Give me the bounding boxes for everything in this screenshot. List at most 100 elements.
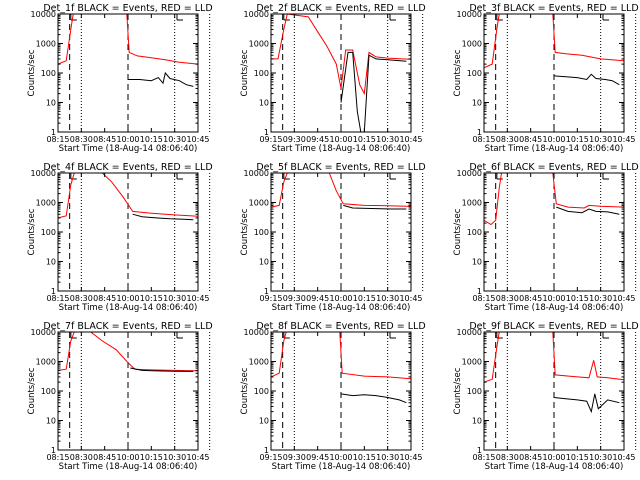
x-tick-label: 10:45 xyxy=(612,453,635,462)
y-tick-label: 10 xyxy=(472,258,482,267)
x-tick-label: 10:30 xyxy=(163,135,186,144)
x-tick-label: 10:15 xyxy=(140,294,163,303)
flag-marker xyxy=(389,173,396,180)
y-tick-label: 10000 xyxy=(31,328,56,337)
x-axis-label: Start Time (18-Aug-14 08:06:40) xyxy=(272,303,411,313)
x-tick-label: 10:00 xyxy=(329,453,352,462)
flag-marker xyxy=(602,173,609,180)
x-tick-label: 10:30 xyxy=(163,453,186,462)
y-tick-label: 10 xyxy=(46,99,56,108)
lld-series-line xyxy=(484,332,624,383)
x-tick-label: 10:45 xyxy=(612,294,635,303)
flag-marker xyxy=(496,173,503,180)
x-tick-label: 08:30 xyxy=(496,135,519,144)
x-tick-label: 10:00 xyxy=(116,294,139,303)
x-tick-label: 08:30 xyxy=(70,294,93,303)
y-tick-label: 10 xyxy=(46,258,56,267)
flag-marker xyxy=(176,173,183,180)
x-tick-label: 10:00 xyxy=(542,453,565,462)
y-axis-label: Counts/sec xyxy=(453,367,463,414)
lld-series-line xyxy=(271,173,411,208)
x-axis-label: Start Time (18-Aug-14 08:06:40) xyxy=(59,144,198,154)
y-axis-label: Counts/sec xyxy=(27,49,37,96)
y-tick-label: 100 xyxy=(254,228,269,237)
x-tick-label: 08:30 xyxy=(496,453,519,462)
y-tick-label: 10000 xyxy=(244,10,269,19)
y-tick-label: 10000 xyxy=(457,10,482,19)
y-tick-label: 1000 xyxy=(36,358,56,367)
flag-marker xyxy=(496,14,503,21)
y-tick-label: 1 xyxy=(51,446,56,455)
x-axis-label: Start Time (18-Aug-14 08:06:40) xyxy=(485,303,624,313)
x-axis-label: Start Time (18-Aug-14 08:06:40) xyxy=(59,462,198,472)
x-axis-label: Start Time (18-Aug-14 08:06:40) xyxy=(59,303,198,313)
events-series-line xyxy=(340,51,407,132)
y-tick-label: 10 xyxy=(259,417,269,426)
x-tick-label: 10:45 xyxy=(399,294,422,303)
x-tick-label: 10:30 xyxy=(589,135,612,144)
y-tick-label: 1000 xyxy=(462,358,482,367)
y-axis-label: Counts/sec xyxy=(27,208,37,255)
x-tick-label: 08:15 xyxy=(472,453,495,462)
lld-series-line xyxy=(271,332,411,380)
x-tick-label: 08:45 xyxy=(519,135,542,144)
flag-marker xyxy=(496,332,503,339)
y-tick-label: 10 xyxy=(472,99,482,108)
x-tick-label: 10:00 xyxy=(329,135,352,144)
y-tick-label: 1000 xyxy=(249,40,269,49)
panel-title: Det_3f BLACK = Events, RED = LLD xyxy=(469,3,638,14)
lld-series-line xyxy=(484,14,624,69)
y-tick-label: 1000 xyxy=(249,199,269,208)
y-tick-label: 1 xyxy=(477,287,482,296)
x-tick-label: 10:30 xyxy=(376,453,399,462)
y-tick-label: 10000 xyxy=(457,328,482,337)
x-tick-label: 10:15 xyxy=(353,294,376,303)
x-tick-label: 08:30 xyxy=(70,135,93,144)
y-tick-label: 1 xyxy=(51,287,56,296)
y-tick-label: 1000 xyxy=(36,40,56,49)
events-series-line xyxy=(343,204,407,210)
flag-marker xyxy=(602,14,609,21)
x-tick-label: 08:15 xyxy=(46,135,69,144)
x-tick-label: 08:15 xyxy=(46,453,69,462)
x-tick-label: 10:45 xyxy=(186,453,209,462)
x-tick-label: 08:15 xyxy=(472,294,495,303)
y-tick-label: 10000 xyxy=(31,169,56,178)
panel-title: Det_1f BLACK = Events, RED = LLD xyxy=(43,3,212,14)
y-tick-label: 1 xyxy=(477,128,482,137)
y-axis-label: Counts/sec xyxy=(240,208,250,255)
x-tick-label: 09:45 xyxy=(306,135,329,144)
y-axis-label: Counts/sec xyxy=(240,49,250,96)
y-tick-label: 1000 xyxy=(36,199,56,208)
x-tick-label: 09:30 xyxy=(283,294,306,303)
y-axis-label: Counts/sec xyxy=(240,367,250,414)
y-tick-label: 10000 xyxy=(31,10,56,19)
flag-marker xyxy=(176,332,183,339)
x-axis-label: Start Time (18-Aug-14 08:06:40) xyxy=(485,144,624,154)
x-tick-label: 09:15 xyxy=(259,135,282,144)
flag-marker xyxy=(176,14,183,21)
events-series-line xyxy=(553,73,620,86)
x-tick-label: 10:30 xyxy=(376,294,399,303)
y-tick-label: 100 xyxy=(254,69,269,78)
events-series-line xyxy=(130,367,194,372)
x-tick-label: 10:00 xyxy=(542,135,565,144)
flag-marker xyxy=(70,173,77,180)
y-tick-label: 1 xyxy=(477,446,482,455)
x-tick-label: 10:30 xyxy=(376,135,399,144)
flag-marker xyxy=(283,14,290,21)
panel-title: Det_9f BLACK = Events, RED = LLD xyxy=(469,321,638,332)
x-tick-label: 10:30 xyxy=(589,453,612,462)
x-tick-label: 10:15 xyxy=(353,453,376,462)
x-tick-label: 08:45 xyxy=(519,453,542,462)
x-tick-label: 10:45 xyxy=(612,135,635,144)
x-tick-label: 08:15 xyxy=(472,135,495,144)
x-tick-label: 08:30 xyxy=(70,453,93,462)
x-tick-label: 10:15 xyxy=(566,135,589,144)
panel-title: Det_6f BLACK = Events, RED = LLD xyxy=(469,162,638,173)
